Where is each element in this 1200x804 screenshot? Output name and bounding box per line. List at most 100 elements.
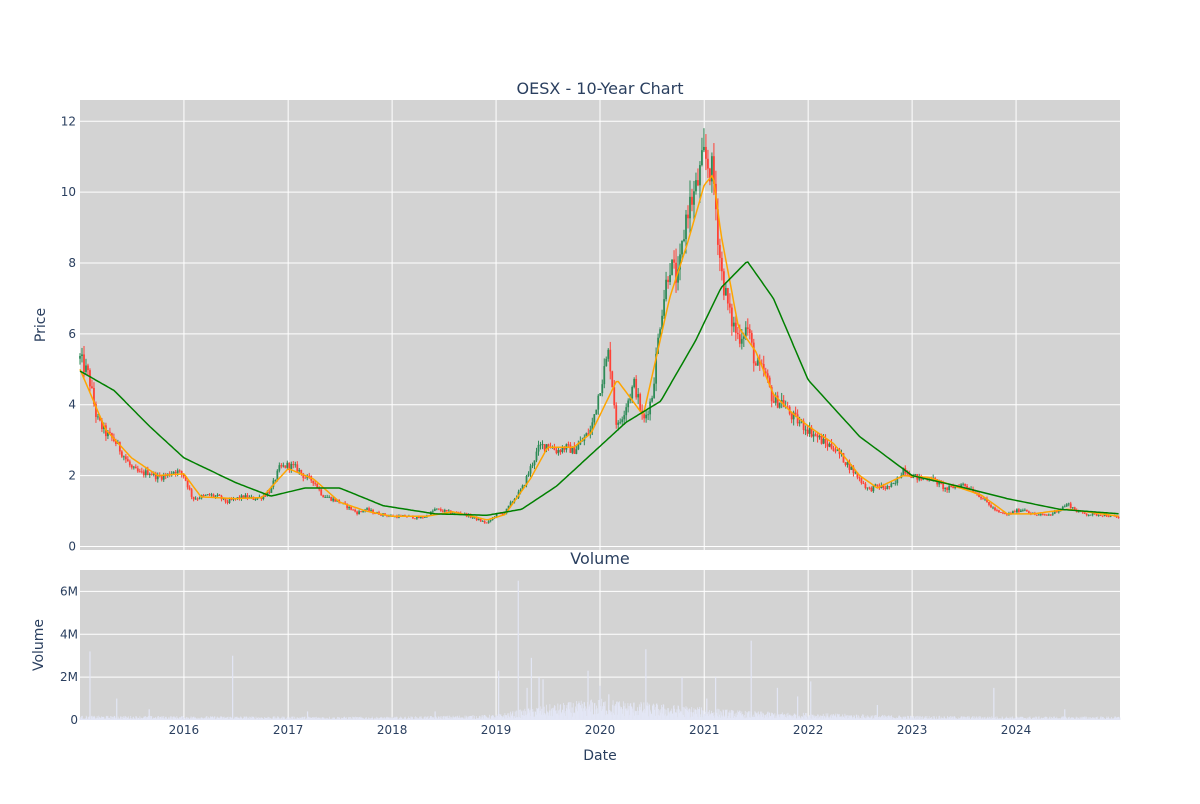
volume-bar-282 [240,716,242,720]
volume-bar-782 [524,711,526,720]
volume-bar-7 [83,718,85,720]
volume-bar-392 [302,719,304,720]
volume-bar-834 [554,705,556,720]
volume-bar-1669 [1030,718,1031,720]
volume-axis-title: Volume [31,619,47,671]
candle-body-324 [724,288,727,296]
volume-bar-1603 [992,718,994,720]
volume-bar-1144 [731,709,732,720]
volume-bar-1253 [793,714,795,720]
volume-bar-59 [113,717,115,720]
volume-bar-1629 [1007,717,1009,720]
volume-bar-1181 [752,716,754,720]
volume-bar-1506 [937,718,939,720]
volume-bar-1393 [872,718,874,720]
volume-bar-343 [274,718,276,720]
volume-bar-658 [454,717,456,720]
volume-bar-1565 [970,717,972,720]
candle-body-37 [152,472,155,475]
volume-bar-422 [319,719,321,720]
volume-bar-1311 [826,717,828,720]
volume-bar-285 [241,719,243,720]
volume-bar-221 [205,716,207,720]
volume-bar-1660 [1025,718,1026,720]
volume-bar-1753 [1078,717,1079,720]
volume-bar-667 [459,717,461,720]
volume-bar-1573 [975,717,977,720]
volume-bar-942 [616,701,617,720]
volume-bar-1362 [855,718,857,720]
volume-bar-1321 [831,715,833,720]
volume-bar-142 [160,716,162,720]
volume-bar-13 [87,719,88,720]
volume-bar-1674 [1033,717,1034,720]
volume-bar-162 [171,717,173,720]
volume-bar-1060 [683,714,685,720]
volume-bar-1592 [986,718,988,720]
volume-bar-1330 [837,713,838,720]
candle-body-263 [603,366,606,385]
volume-bar-1124 [719,717,721,720]
candle-body-53 [184,476,187,481]
volume-bar-508 [368,719,370,720]
candle-body-298 [673,259,675,263]
volume-spike-23 [876,705,878,720]
volume-bar-1263 [798,715,800,720]
volume-bar-688 [471,715,473,720]
volume-bar-657 [453,717,455,720]
volume-bar-910 [597,700,599,720]
volume-bar-678 [465,717,467,720]
volume-bar-1293 [816,716,817,720]
volume-bar-408 [311,717,313,720]
volume-spike-19 [750,640,752,720]
volume-bar-192 [188,719,190,720]
volume-bar-130 [153,717,155,720]
volume-bar-109 [141,718,143,720]
volume-bar-1822 [1117,717,1119,720]
volume-bar-346 [276,717,278,720]
volume-bar-1631 [1008,719,1010,720]
volume-bar-1530 [951,717,952,720]
volume-bar-1141 [729,710,731,720]
volume-bar-1475 [919,715,921,720]
volume-bar-138 [158,716,159,720]
volume-bar-1733 [1066,718,1068,720]
candle-body-297 [671,259,673,275]
volume-bar-349 [278,717,280,720]
volume-bar-1551 [962,717,964,720]
volume-bar-225 [207,718,209,720]
volume-bar-393 [303,717,305,720]
volume-bar-1076 [692,712,694,720]
volume-bar-345 [276,718,277,720]
candle-body-127 [332,498,335,501]
volume-bar-1662 [1026,719,1027,720]
volume-bar-227 [208,718,210,720]
volume-spike-14 [608,694,610,720]
volume-bar-1234 [782,714,784,720]
volume-bar-132 [154,717,156,720]
volume-bar-961 [626,710,628,720]
volume-bar-1696 [1045,716,1047,720]
volume-bar-281 [239,717,241,720]
volume-bar-798 [534,716,535,720]
volume-bar-428 [323,717,325,720]
volume-bar-650 [449,718,451,720]
volume-bar-1089 [699,717,701,720]
volume-bar-1195 [760,711,762,720]
volume-bar-22 [92,717,93,720]
volume-bar-629 [437,716,439,720]
volume-bar-131 [154,717,156,720]
volume-bar-1030 [666,716,668,720]
candle-body-376 [828,443,831,447]
volume-bar-527 [379,717,381,720]
volume-bar-441 [330,719,332,720]
volume-bar-1162 [741,711,743,720]
candle-body-179 [435,508,438,510]
volume-bar-1801 [1105,718,1107,720]
volume-bar-236 [214,716,215,720]
volume-bar-851 [564,704,566,720]
volume-bar-692 [473,718,475,720]
volume-bar-1463 [912,716,914,720]
volume-bar-94 [133,716,134,720]
volume-bar-794 [531,712,533,720]
